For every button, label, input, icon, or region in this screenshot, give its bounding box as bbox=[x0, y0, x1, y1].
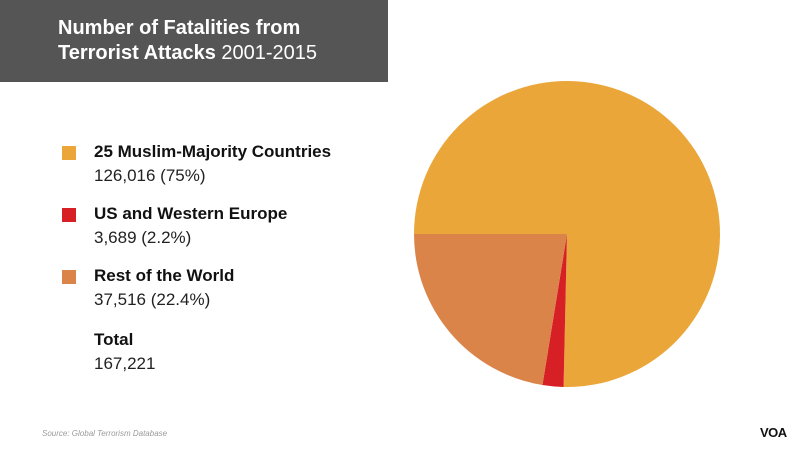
legend-value-muslim-majority: 126,016 (75%) bbox=[94, 166, 206, 185]
total-block: Total 167,221 bbox=[94, 328, 155, 376]
legend-swatch-us-western-europe bbox=[62, 208, 76, 222]
voa-logo: VOA bbox=[760, 425, 787, 440]
chart-title-line-1: Number of Fatalities from bbox=[58, 17, 301, 39]
total-label: Total bbox=[94, 330, 134, 349]
legend-label-rest-of-world: Rest of the World bbox=[94, 266, 235, 285]
chart-title-line-2: Terrorist Attacks 2001-2015 bbox=[58, 41, 317, 65]
legend-swatch-muslim-majority bbox=[62, 146, 76, 160]
source-note: Source: Global Terrorism Database bbox=[42, 429, 168, 438]
legend: 25 Muslim-Majority Countries 126,016 (75… bbox=[62, 140, 392, 326]
pie-slice-rest-of-world bbox=[414, 234, 567, 386]
legend-label-muslim-majority: 25 Muslim-Majority Countries bbox=[94, 142, 332, 161]
legend-label-us-western-europe: US and Western Europe bbox=[94, 204, 288, 223]
legend-swatch-rest-of-world bbox=[62, 270, 76, 284]
title-banner: Number of Fatalities from Terrorist Atta… bbox=[0, 0, 388, 82]
legend-value-us-western-europe: 3,689 (2.2%) bbox=[94, 228, 192, 247]
pie-chart bbox=[414, 81, 720, 387]
legend-item-us-western-europe: US and Western Europe 3,689 (2.2%) bbox=[62, 202, 392, 264]
legend-value-rest-of-world: 37,516 (22.4%) bbox=[94, 290, 211, 309]
chart-title-bold: Terrorist Attacks bbox=[58, 42, 216, 64]
total-value: 167,221 bbox=[94, 354, 156, 373]
legend-item-muslim-majority: 25 Muslim-Majority Countries 126,016 (75… bbox=[62, 140, 392, 202]
legend-item-rest-of-world: Rest of the World 37,516 (22.4%) bbox=[62, 264, 392, 326]
pie-slice-us-western-europe bbox=[542, 234, 567, 387]
chart-title-years: 2001-2015 bbox=[221, 42, 318, 64]
